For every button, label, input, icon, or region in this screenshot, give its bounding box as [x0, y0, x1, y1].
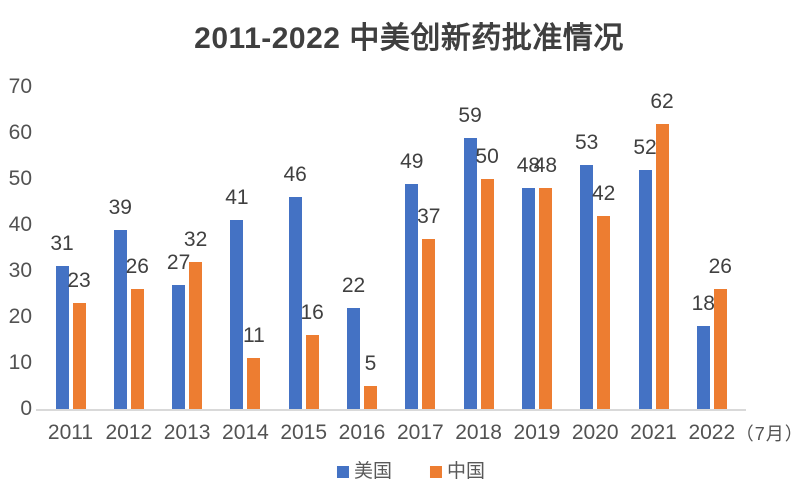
bar-china — [305, 335, 319, 409]
bar-usa — [347, 308, 360, 409]
chart-title: 2011-2022 中美创新药批准情况 — [194, 22, 624, 55]
bar-value-label: 23 — [67, 269, 91, 292]
x-tick-label: 2021 — [630, 421, 677, 444]
y-tick-label: 50 — [8, 167, 32, 190]
bar-china — [655, 124, 669, 409]
bar-value-label: 27 — [166, 251, 191, 274]
bar-usa — [638, 170, 652, 409]
bar-china — [422, 239, 436, 409]
x-tick-label: 2012 — [105, 421, 153, 444]
legend-label-china: 中国 — [447, 461, 486, 482]
bar-china — [247, 358, 261, 409]
bar-usa — [405, 184, 419, 409]
bar-china — [480, 179, 494, 409]
x-tick-label: 2013 — [163, 421, 211, 444]
bar-value-label: 48 — [533, 154, 558, 177]
bar-value-label: 26 — [125, 255, 149, 278]
bar-china — [189, 262, 203, 409]
bar-china — [130, 289, 144, 409]
y-tick-label: 60 — [8, 121, 32, 144]
legend-swatch-china — [430, 466, 442, 478]
x-axis-line — [36, 409, 746, 411]
bar-usa — [580, 165, 594, 409]
y-tick-label: 20 — [8, 305, 32, 328]
bar-value-label: 37 — [417, 205, 441, 228]
bar-value-label: 16 — [300, 301, 324, 324]
bar-value-label: 52 — [633, 136, 657, 159]
y-tick-label: 0 — [20, 397, 32, 420]
bar-value-label: 48 — [516, 154, 541, 177]
y-tick-label: 40 — [8, 213, 32, 236]
bar-china — [713, 289, 727, 409]
bar-value-label: 59 — [458, 104, 482, 127]
y-tick-label: 70 — [8, 75, 32, 98]
x-tick-label: 2018 — [455, 421, 502, 444]
bar-usa — [55, 266, 69, 409]
y-tick-label: 30 — [8, 259, 32, 282]
bar-value-label: 31 — [50, 232, 74, 255]
bar-china — [364, 386, 377, 409]
bar-value-label: 39 — [108, 196, 132, 219]
bar-value-label: 11 — [242, 324, 265, 347]
bar-value-label: 41 — [225, 186, 249, 209]
bar-value-label: 46 — [283, 163, 307, 186]
legend: 美国 中国 — [336, 461, 485, 482]
bar-usa — [696, 326, 710, 409]
x-axis-suffix: （7月） — [735, 424, 804, 444]
bar-usa — [230, 220, 244, 409]
x-tick-label: 2020 — [571, 421, 619, 444]
bar-china — [597, 216, 611, 409]
bar-value-label: 53 — [575, 131, 599, 154]
bar-china — [538, 188, 552, 409]
bar-value-label: 50 — [475, 145, 499, 168]
x-tick-label: 2022 — [688, 421, 736, 444]
legend-label-usa: 美国 — [353, 461, 392, 482]
bar-usa — [463, 138, 477, 409]
legend-item-usa: 美国 — [336, 461, 392, 482]
bar-usa — [113, 230, 127, 409]
bar-value-label: 49 — [400, 150, 424, 173]
y-tick-label: 10 — [8, 351, 32, 374]
bar-value-label: 26 — [708, 255, 732, 278]
bar-value-label: 22 — [341, 274, 366, 297]
bar-china — [72, 303, 86, 409]
x-tick-label: 2014 — [222, 421, 269, 444]
bar-value-label: 5 — [364, 352, 377, 375]
bar-value-label: 62 — [650, 90, 674, 113]
x-tick-label: 2017 — [396, 421, 444, 444]
x-tick-label: 2019 — [513, 421, 561, 444]
bar-usa — [288, 197, 302, 409]
bar-value-label: 18 — [691, 292, 715, 315]
legend-swatch-usa — [336, 466, 349, 478]
legend-item-china: 中国 — [430, 462, 485, 482]
bar-usa — [172, 285, 186, 409]
x-tick-label: 2015 — [280, 421, 328, 444]
x-tick-label: 2016 — [338, 421, 386, 444]
bar-value-label: 42 — [592, 182, 616, 205]
x-tick-label: 2011 — [47, 421, 94, 444]
bar-usa — [521, 188, 535, 409]
bar-value-label: 32 — [183, 228, 208, 251]
